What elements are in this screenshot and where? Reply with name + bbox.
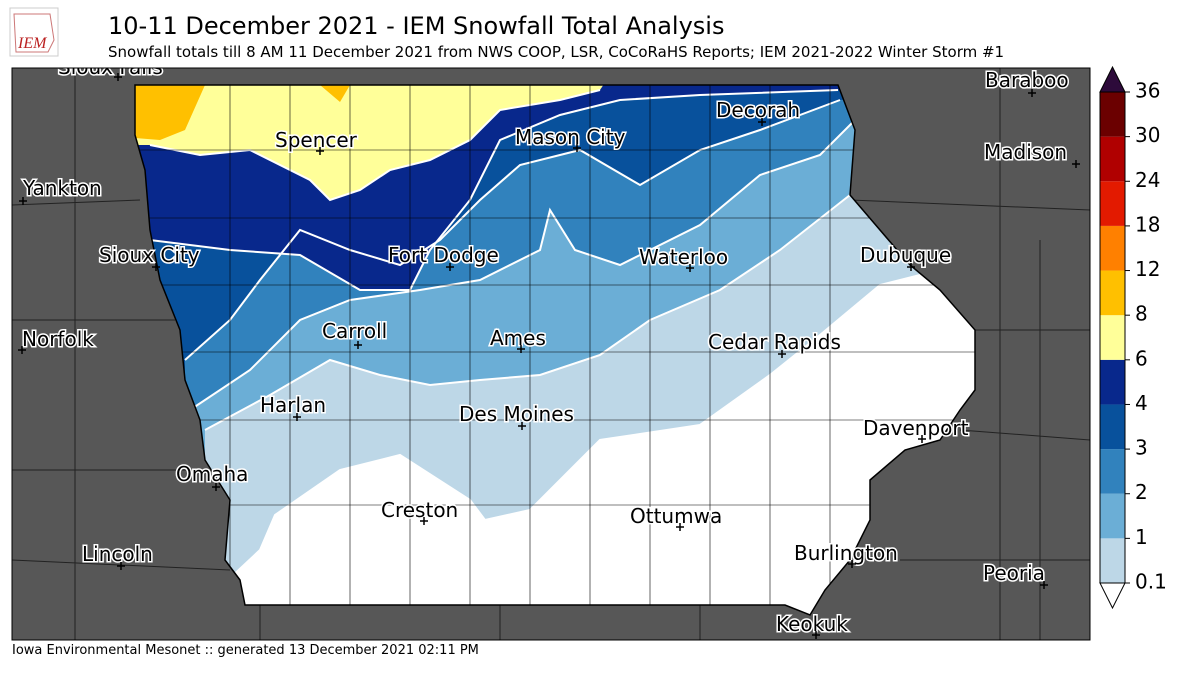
city-label: Baraboo — [985, 68, 1069, 92]
colorbar-tick-label: 30 — [1135, 123, 1160, 147]
logo: IEM — [9, 7, 59, 57]
city-label: Lincoln — [82, 542, 153, 566]
city-label: Creston — [381, 498, 458, 522]
city-label: Burlington — [794, 541, 898, 565]
footer: Iowa Environmental Mesonet :: generated … — [12, 643, 479, 658]
city-label: Norfolk — [22, 327, 94, 351]
city-markers — [18, 73, 1080, 639]
city-label: Harlan — [260, 393, 326, 417]
city-label: Sioux Falls — [58, 55, 163, 79]
colorbar-tick-label: 0.1 — [1135, 570, 1167, 594]
city-label: Sioux City — [99, 243, 200, 267]
subtitle: Snowfall totals till 8 AM 11 December 20… — [108, 43, 1004, 61]
colorbar-tick-label: 3 — [1135, 436, 1148, 460]
colorbar-segment — [1100, 449, 1125, 494]
colorbar-under — [1099, 582, 1126, 610]
city-label: Ottumwa — [630, 504, 722, 528]
colorbar-frame — [1099, 91, 1126, 584]
city-label: Des Moines — [459, 402, 574, 426]
city-label: Spencer — [275, 128, 358, 152]
colorbar-segment — [1100, 181, 1125, 226]
city-label: Peoria — [983, 561, 1045, 585]
map: Sioux Falls Baraboo Decorah Spencer Maso… — [12, 55, 1090, 640]
colorbar-segment — [1100, 404, 1125, 450]
colorbar-tick-label: 2 — [1135, 480, 1148, 504]
logo-text: IEM — [17, 35, 48, 52]
colorbar-tick-label: 36 — [1135, 79, 1160, 103]
colorbar-segment — [1100, 136, 1125, 182]
city-label: Waterloo — [639, 245, 728, 269]
city-label: Carroll — [322, 319, 387, 343]
colorbar-segment — [1100, 225, 1125, 271]
colorbar-segment — [1100, 493, 1125, 539]
colorbar-tick-label: 24 — [1135, 168, 1160, 192]
city-label: Davenport — [863, 416, 969, 440]
colorbar-segment — [1100, 92, 1125, 137]
colorbar-segment — [1100, 359, 1125, 405]
city-label: Yankton — [22, 176, 102, 200]
colorbar-tick-label: 8 — [1135, 302, 1148, 326]
city-label: Madison — [984, 140, 1067, 164]
colorbar-segment — [1100, 270, 1125, 316]
city-label: Decorah — [716, 98, 800, 122]
city-label: Dubuque — [860, 243, 951, 267]
city-label: Fort Dodge — [388, 243, 499, 267]
city-label: Mason City — [515, 125, 626, 149]
colorbar-tick-label: 4 — [1135, 391, 1148, 415]
colorbar-tick-label: 18 — [1135, 212, 1160, 236]
colorbar-tick-label: 12 — [1135, 257, 1160, 281]
colorbar-segment — [1100, 315, 1125, 360]
colorbar-tick-label: 6 — [1135, 346, 1148, 370]
city-label: Cedar Rapids — [708, 330, 841, 354]
city-label: Ames — [490, 326, 546, 350]
colorbar-segment — [1100, 538, 1125, 583]
colorbar-over — [1099, 65, 1126, 93]
city-label: Keokuk — [776, 612, 848, 636]
colorbar-tick-label: 1 — [1135, 525, 1148, 549]
title: 10-11 December 2021 - IEM Snowfall Total… — [108, 12, 724, 40]
city-label: Omaha — [176, 462, 248, 486]
map-frame — [11, 67, 1091, 641]
